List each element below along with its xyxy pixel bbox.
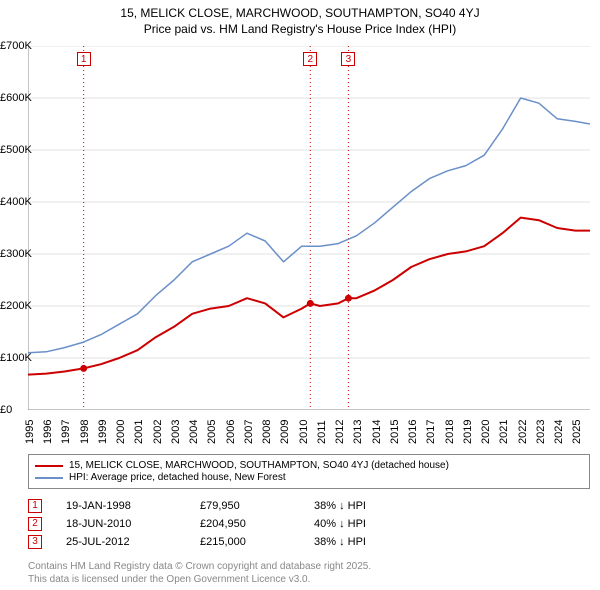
transactions-table: 1 19-JAN-1998 £79,950 38% ↓ HPI 2 18-JUN-2010… (28, 495, 590, 553)
transaction-hpi: 40% ↓ HPI (314, 518, 404, 530)
chart-marker-1: 1 (77, 52, 91, 66)
transaction-date: 18-JUN-2010 (66, 518, 176, 530)
footer-line2: This data is licensed under the Open Gov… (28, 574, 590, 587)
legend-row-price-paid: 15, MELICK CLOSE, MARCHWOOD, SOUTHAMPTON… (35, 460, 583, 471)
transaction-marker: 1 (28, 499, 42, 513)
transaction-row: 2 18-JUN-2010 £204,950 40% ↓ HPI (28, 517, 590, 531)
legend-label-hpi: HPI: Average price, detached house, New … (69, 472, 286, 483)
footer-line1: Contains HM Land Registry data © Crown c… (28, 561, 590, 574)
y-tick-label: £600K (0, 92, 36, 104)
y-tick-label: £0 (0, 404, 36, 416)
title-line1: 15, MELICK CLOSE, MARCHWOOD, SOUTHAMPTON… (0, 6, 600, 20)
transaction-row: 1 19-JAN-1998 £79,950 38% ↓ HPI (28, 499, 590, 513)
legend-swatch-price-paid (35, 465, 63, 467)
y-tick-label: £200K (0, 300, 36, 312)
y-tick-label: £700K (0, 40, 36, 52)
y-tick-label: £300K (0, 248, 36, 260)
transaction-date: 25-JUL-2012 (66, 536, 176, 548)
transaction-date: 19-JAN-1998 (66, 500, 176, 512)
legend-box: 15, MELICK CLOSE, MARCHWOOD, SOUTHAMPTON… (28, 454, 590, 489)
transaction-price: £79,950 (200, 500, 290, 512)
chart-marker-2: 2 (303, 52, 317, 66)
transaction-hpi: 38% ↓ HPI (314, 500, 404, 512)
transaction-marker: 2 (28, 517, 42, 531)
chart-marker-3: 3 (341, 52, 355, 66)
y-tick-label: £500K (0, 144, 36, 156)
y-tick-label: £400K (0, 196, 36, 208)
transaction-hpi: 38% ↓ HPI (314, 536, 404, 548)
title-block: 15, MELICK CLOSE, MARCHWOOD, SOUTHAMPTON… (0, 0, 600, 36)
transaction-price: £215,000 (200, 536, 290, 548)
transaction-marker: 3 (28, 535, 42, 549)
transaction-price: £204,950 (200, 518, 290, 530)
chart-container: 15, MELICK CLOSE, MARCHWOOD, SOUTHAMPTON… (0, 0, 600, 590)
plot-area: £0£100K£200K£300K£400K£500K£600K£700K 19… (28, 46, 590, 410)
transaction-row: 3 25-JUL-2012 £215,000 38% ↓ HPI (28, 535, 590, 549)
legend-swatch-hpi (35, 477, 63, 479)
plot-svg (28, 46, 590, 410)
y-tick-label: £100K (0, 352, 36, 364)
legend-label-price-paid: 15, MELICK CLOSE, MARCHWOOD, SOUTHAMPTON… (69, 460, 449, 471)
title-line2: Price paid vs. HM Land Registry's House … (0, 22, 600, 36)
legend-row-hpi: HPI: Average price, detached house, New … (35, 472, 583, 483)
footer: Contains HM Land Registry data © Crown c… (28, 561, 590, 586)
